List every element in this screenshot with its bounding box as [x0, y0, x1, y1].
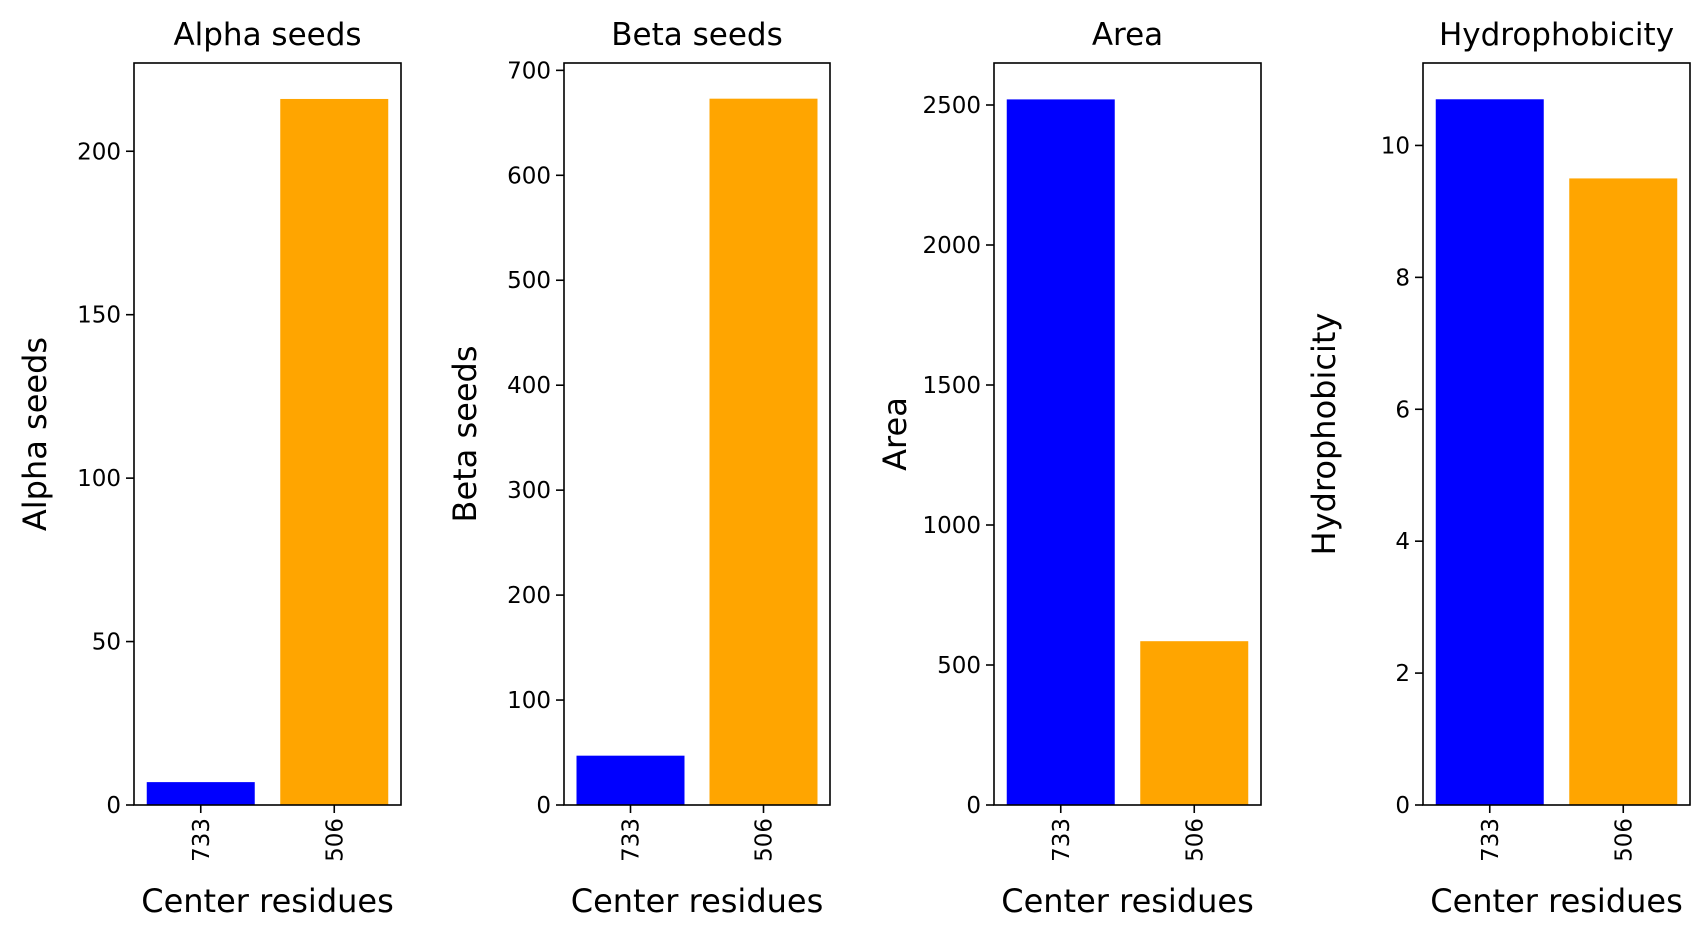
y-axis-label: Area — [876, 397, 914, 471]
bar — [1569, 178, 1678, 805]
x-tick-label: 733 — [619, 818, 645, 862]
bar — [1006, 99, 1115, 805]
y-tick-label: 1000 — [922, 513, 981, 539]
y-axis-label: Beta seeds — [446, 346, 484, 523]
y-tick-label: 2000 — [922, 233, 981, 259]
axes-frame — [563, 62, 831, 806]
x-tick-label: 733 — [1478, 818, 1504, 862]
y-tick-label: 10 — [1381, 133, 1410, 159]
panel-2: 0 100 200 300 400 500 600 700 733 506 Beta seeds Ce… — [446, 17, 831, 920]
y-tick-label: 1500 — [922, 373, 981, 399]
chart-title: Hydrophobicity — [1439, 17, 1674, 53]
y-tick-label: 0 — [536, 793, 551, 819]
y-tick-label: 2500 — [922, 93, 981, 119]
x-tick-label: 506 — [322, 818, 348, 862]
y-tick-label: 0 — [966, 793, 981, 819]
chart-title: Area — [1092, 17, 1163, 53]
panel-4: 0 2 4 6 8 10 733 506 Hydrophobicity Center residu… — [1305, 17, 1691, 920]
y-tick-label: 50 — [92, 630, 121, 656]
axes-frame — [1422, 62, 1691, 806]
bar — [146, 782, 255, 805]
y-tick-label: 0 — [106, 793, 121, 819]
y-tick-label: 500 — [937, 653, 981, 679]
y-tick-label: 200 — [77, 139, 121, 165]
y-tick-label: 150 — [77, 303, 121, 329]
x-tick-label: 733 — [189, 818, 215, 862]
x-axis-label: Center residues — [1001, 882, 1254, 920]
y-tick-label: 4 — [1395, 529, 1410, 555]
bar — [576, 755, 685, 805]
x-axis-label: Center residues — [571, 882, 824, 920]
y-tick-label: 8 — [1395, 265, 1410, 291]
bar — [1140, 641, 1249, 805]
y-tick-label: 200 — [507, 583, 551, 609]
y-tick-label: 300 — [507, 478, 551, 504]
chart-title: Alpha seeds — [173, 17, 361, 53]
axes-frame — [993, 62, 1262, 806]
y-axis-label: Alpha seeds — [16, 337, 54, 531]
panel-3: 0 500 1000 1500 2000 2500 733 506 Area Center res… — [876, 17, 1262, 920]
y-tick-label: 500 — [507, 268, 551, 294]
x-tick-label: 733 — [1049, 818, 1075, 862]
x-axis-label: Center residues — [141, 882, 394, 920]
panel-1: 0 50 100 150 200 733 506 Alpha seeds Center resi… — [16, 17, 402, 920]
y-tick-label: 100 — [77, 466, 121, 492]
bar — [709, 98, 818, 805]
y-tick-label: 600 — [507, 163, 551, 189]
y-tick-label: 0 — [1395, 793, 1410, 819]
x-tick-label: 506 — [752, 818, 778, 862]
y-axis-label: Hydrophobicity — [1305, 313, 1343, 556]
chart-title: Beta seeds — [611, 17, 782, 53]
y-tick-label: 6 — [1395, 397, 1410, 423]
x-tick-label: 506 — [1182, 818, 1208, 862]
bar — [1435, 99, 1544, 805]
y-tick-label: 700 — [507, 58, 551, 84]
bar — [280, 98, 389, 806]
y-tick-label: 400 — [507, 373, 551, 399]
axes-frame — [133, 62, 402, 806]
x-tick-label: 506 — [1611, 818, 1637, 862]
y-tick-label: 2 — [1395, 661, 1410, 687]
x-axis-label: Center residues — [1430, 882, 1683, 920]
y-tick-label: 100 — [507, 688, 551, 714]
